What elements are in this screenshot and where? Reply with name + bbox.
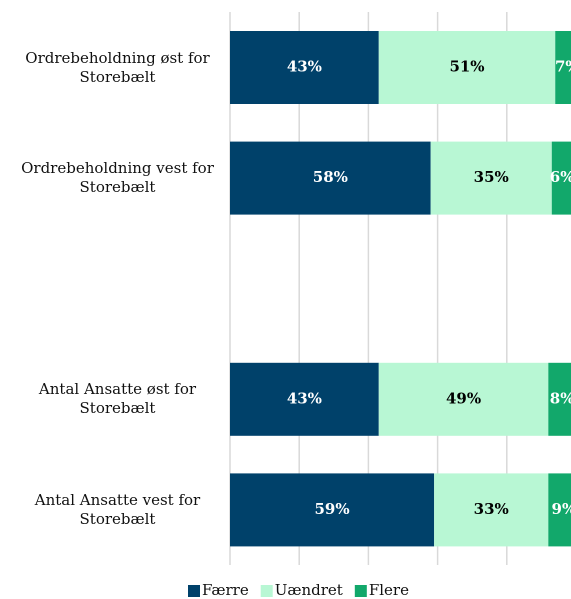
legend-swatch — [260, 585, 273, 597]
bar-segment — [378, 362, 549, 436]
legend-swatch — [354, 585, 367, 597]
bar-segment — [434, 473, 549, 547]
value-label: 6% — [550, 168, 571, 186]
value-label: 43% — [287, 58, 322, 76]
bar-segment — [548, 473, 571, 547]
bar-segment — [430, 141, 552, 215]
bar-segment — [555, 31, 571, 104]
value-label: 51% — [449, 58, 484, 76]
category-label: Antal Ansatte øst for Storebælt — [38, 380, 197, 418]
category-label: Ordrebeholdning vest for Storebælt — [21, 159, 214, 197]
bar-segment — [378, 31, 556, 104]
category-label: Ordrebeholdning øst for Storebælt — [25, 48, 210, 86]
legend-label: Flere — [369, 581, 409, 599]
bar-segment — [230, 141, 431, 215]
value-label: 33% — [474, 500, 509, 518]
legend-label: Uændret — [275, 581, 343, 599]
value-label: 58% — [313, 168, 348, 186]
bar-segment — [548, 362, 571, 436]
value-label: 59% — [314, 500, 349, 518]
value-label: 35% — [474, 168, 509, 186]
value-label: 7% — [555, 58, 571, 76]
value-label: 49% — [446, 389, 481, 407]
bar-segment — [551, 141, 571, 215]
category-label: Antal Ansatte vest for Storebælt — [34, 490, 201, 528]
value-label: 9% — [552, 500, 571, 518]
bar-segment — [230, 31, 379, 104]
value-label: 43% — [287, 389, 322, 407]
bar-segment — [230, 473, 435, 547]
legend-swatch — [188, 585, 200, 597]
value-label: 8% — [550, 389, 571, 407]
legend-label: Færre — [202, 581, 249, 599]
bar-segment — [230, 362, 379, 436]
